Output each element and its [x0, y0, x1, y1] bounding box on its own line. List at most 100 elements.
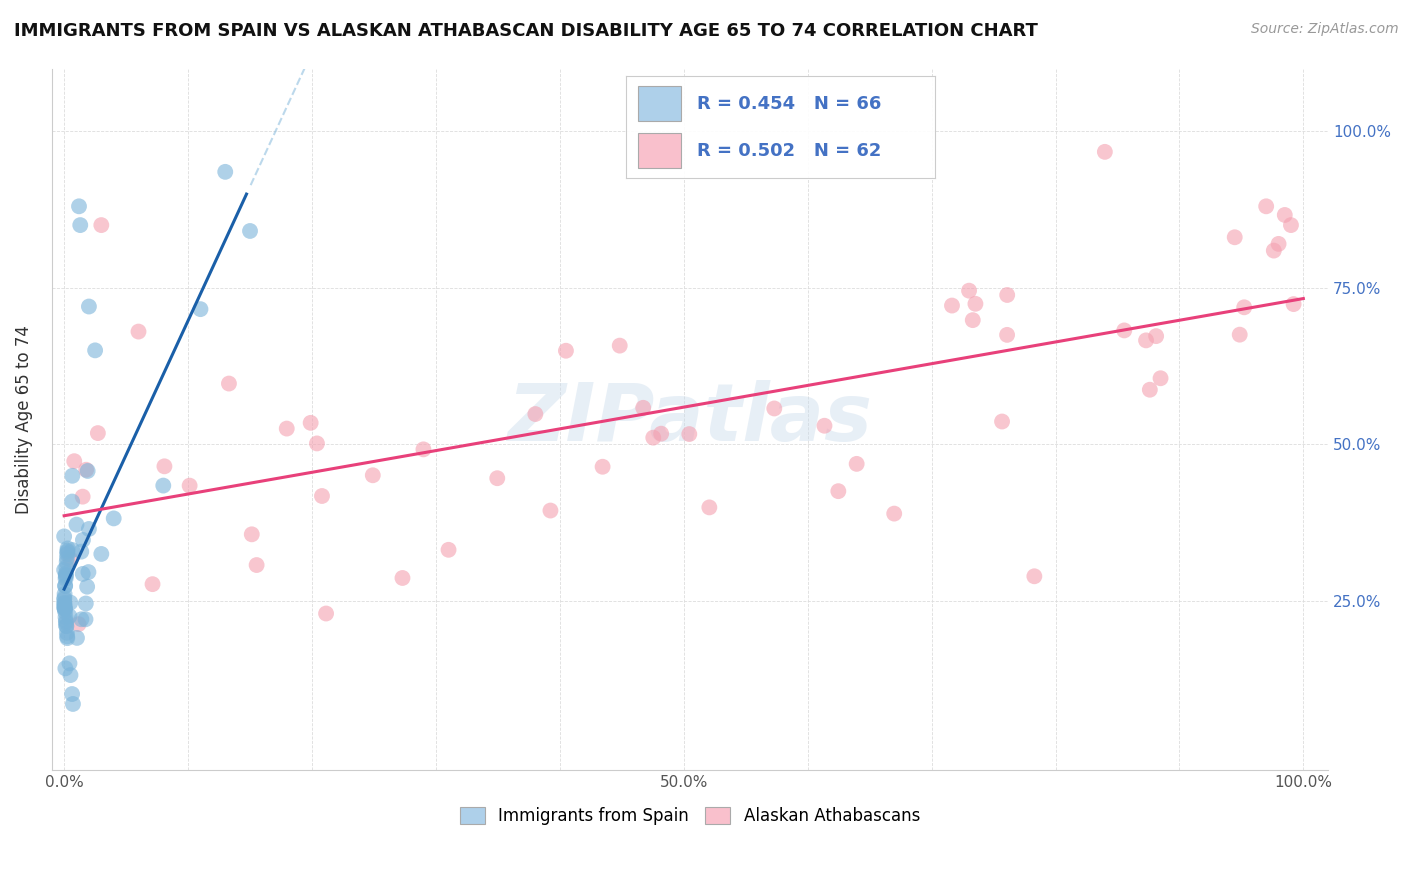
Point: [55, 619, 77, 633]
Point: [1256, 199, 1278, 213]
Point: [153, 459, 176, 474]
Point: [53, 597, 76, 611]
Point: [67, 199, 90, 213]
Point: [437, 542, 460, 557]
Point: [965, 297, 987, 311]
Point: [555, 343, 578, 358]
Legend: Immigrants from Spain, Alaskan Athabascans: Immigrants from Spain, Alaskan Athabasca…: [460, 806, 920, 825]
Point: [55, 619, 77, 633]
Point: [650, 426, 672, 441]
Point: [76, 580, 98, 594]
Point: [299, 416, 322, 430]
Point: [53, 602, 76, 616]
Point: [90, 547, 112, 561]
Point: [391, 571, 413, 585]
Point: [941, 299, 963, 313]
Point: [214, 165, 236, 179]
Point: [103, 511, 125, 525]
Point: [883, 507, 905, 521]
Point: [77, 300, 100, 314]
Point: [311, 489, 333, 503]
Point: [60, 494, 83, 508]
Point: [53, 587, 76, 601]
Point: [699, 500, 721, 515]
Point: [412, 442, 434, 457]
Point: [62, 697, 84, 711]
Point: [55, 560, 77, 574]
Point: [827, 484, 849, 499]
Text: ZIPatlas: ZIPatlas: [508, 380, 873, 458]
Point: [75, 597, 97, 611]
Point: [55, 555, 77, 569]
Point: [763, 401, 786, 416]
Point: [58, 657, 80, 671]
Point: [56, 631, 79, 645]
Point: [55, 568, 77, 582]
Point: [60, 687, 83, 701]
Point: [1233, 301, 1256, 315]
Point: [845, 457, 868, 471]
Point: [72, 490, 94, 504]
Point: [1024, 569, 1046, 583]
Point: [87, 426, 110, 441]
Point: [55, 661, 77, 675]
Point: [239, 224, 262, 238]
Point: [315, 607, 337, 621]
Point: [995, 288, 1018, 302]
Point: [53, 578, 76, 592]
Point: [962, 313, 984, 327]
Point: [305, 436, 328, 450]
Point: [53, 579, 76, 593]
Point: [53, 601, 76, 615]
Point: [66, 631, 89, 645]
Point: [55, 615, 77, 630]
Point: [65, 517, 87, 532]
Point: [361, 468, 384, 483]
Point: [1229, 327, 1251, 342]
Point: [53, 592, 76, 607]
Point: [69, 218, 91, 232]
Point: [72, 533, 94, 547]
Point: [1135, 334, 1157, 348]
Point: [75, 463, 97, 477]
Point: [53, 596, 76, 610]
Point: [67, 617, 90, 632]
Point: [56, 544, 79, 558]
Point: [60, 543, 83, 558]
Point: [59, 668, 82, 682]
Point: [77, 522, 100, 536]
Point: [486, 471, 509, 485]
Point: [70, 544, 93, 558]
Point: [524, 407, 547, 421]
Point: [53, 599, 76, 613]
Point: [1279, 218, 1302, 232]
Point: [1274, 208, 1296, 222]
Point: [643, 431, 665, 445]
Point: [631, 401, 654, 415]
Point: [190, 302, 212, 317]
Point: [90, 218, 112, 232]
Point: [53, 605, 76, 619]
FancyBboxPatch shape: [638, 87, 682, 121]
Y-axis label: Disability Age 65 to 74: Disability Age 65 to 74: [15, 325, 32, 514]
Point: [276, 421, 298, 435]
Point: [55, 614, 77, 628]
Point: [1263, 244, 1285, 258]
Point: [1094, 145, 1116, 159]
Point: [1139, 383, 1161, 397]
Point: [995, 327, 1018, 342]
Point: [1223, 230, 1246, 244]
Text: R = 0.454   N = 66: R = 0.454 N = 66: [697, 95, 882, 112]
Point: [1282, 297, 1305, 311]
Point: [141, 577, 163, 591]
Point: [53, 600, 76, 615]
Point: [678, 427, 700, 442]
Point: [592, 459, 614, 474]
Point: [813, 418, 835, 433]
Point: [75, 612, 97, 626]
Text: IMMIGRANTS FROM SPAIN VS ALASKAN ATHABASCAN DISABILITY AGE 65 TO 74 CORRELATION : IMMIGRANTS FROM SPAIN VS ALASKAN ATHABAS…: [14, 22, 1038, 40]
Point: [84, 343, 107, 358]
Point: [70, 612, 93, 626]
Point: [55, 572, 77, 586]
Point: [56, 545, 79, 559]
